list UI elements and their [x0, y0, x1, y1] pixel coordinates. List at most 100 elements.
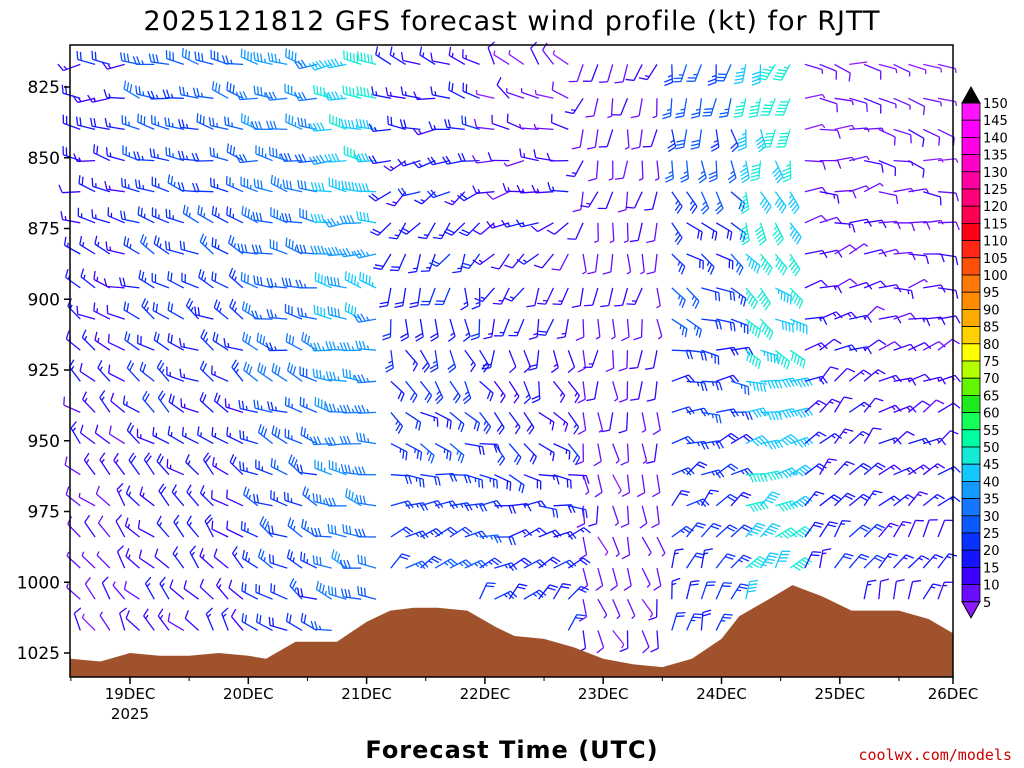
wind-barb — [62, 146, 81, 162]
wind-barb — [551, 253, 569, 271]
wind-barb — [804, 399, 827, 413]
wind-barb — [353, 313, 377, 323]
wind-barb — [878, 248, 900, 255]
wind-barb — [239, 430, 258, 445]
wind-barb — [587, 253, 599, 275]
wind-barb — [848, 524, 871, 538]
wind-barb — [165, 208, 184, 224]
wind-barb — [253, 85, 273, 99]
wind-barb — [486, 221, 510, 229]
wind-barb — [342, 368, 362, 382]
wind-barb — [414, 318, 424, 342]
colorbar-bottom-arrow — [961, 601, 981, 619]
colorbar-swatch — [961, 532, 981, 551]
wind-barb — [863, 427, 882, 444]
wind-barb — [199, 547, 214, 569]
wind-barb — [390, 474, 412, 485]
wind-barb — [309, 122, 332, 132]
wind-barb — [165, 146, 184, 162]
wind-barb — [819, 63, 838, 80]
wind-barb — [354, 404, 377, 414]
wind-barb — [157, 608, 170, 631]
wind-barb — [409, 287, 422, 309]
wind-barb — [739, 160, 750, 184]
wind-barb — [586, 381, 599, 402]
wind-barb — [473, 118, 495, 131]
wind-barb — [213, 548, 229, 569]
wind-barb — [642, 129, 658, 148]
wind-barb — [819, 97, 838, 113]
wind-barb — [224, 398, 244, 414]
wind-barb — [355, 340, 377, 351]
wind-barb — [398, 222, 421, 235]
wind-barb — [730, 411, 753, 421]
wind-barb — [479, 474, 498, 489]
wind-barb — [550, 350, 559, 374]
wind-barb — [804, 279, 828, 289]
wind-barb — [405, 474, 425, 488]
wind-barb — [94, 235, 111, 255]
wind-barb — [553, 559, 577, 569]
wind-barb — [626, 598, 636, 620]
wind-barb — [185, 297, 200, 320]
wind-barb — [267, 401, 288, 414]
wind-barb — [212, 456, 229, 476]
wind-barb — [95, 485, 111, 507]
wind-barb — [819, 494, 842, 507]
credit-link[interactable]: coolwx.com/models — [858, 746, 1012, 764]
wind-barb — [400, 318, 410, 342]
wind-barb — [608, 160, 614, 181]
wind-barb — [58, 184, 81, 194]
wind-barb — [656, 318, 663, 340]
wind-barb — [266, 309, 288, 320]
wind-barb — [819, 398, 841, 413]
wind-barb — [664, 160, 674, 183]
wind-barb — [168, 393, 185, 413]
wind-barb — [479, 412, 492, 435]
wind-barb — [700, 489, 719, 507]
wind-barb — [878, 315, 902, 324]
wind-barb — [526, 287, 540, 308]
wind-barb — [626, 253, 632, 275]
wind-barb — [508, 557, 532, 569]
wind-barb — [251, 310, 273, 320]
wind-barb — [238, 400, 258, 414]
wind-barb — [255, 459, 273, 476]
wind-barb — [701, 380, 723, 391]
wind-barb — [745, 380, 767, 393]
wind-barb — [757, 64, 776, 81]
wind-barb — [390, 411, 404, 434]
wind-barb — [221, 607, 229, 631]
wind-barb — [620, 505, 630, 528]
wind-barb — [413, 91, 436, 101]
wind-barb — [123, 80, 140, 99]
wind-barb — [240, 176, 259, 193]
wind-barb — [667, 129, 677, 153]
wind-barb — [595, 319, 601, 340]
wind-barb — [181, 427, 199, 445]
x-tick-label: 26DEC — [928, 685, 979, 703]
wind-barb — [327, 585, 347, 600]
wind-barb — [265, 120, 288, 131]
wind-barb — [621, 536, 631, 560]
wind-barb — [390, 526, 414, 538]
x-tick-label: 19DEC — [105, 685, 156, 703]
wind-barb — [239, 461, 258, 476]
wind-barb — [324, 91, 347, 101]
wind-barb — [182, 204, 199, 224]
wind-barb — [685, 580, 700, 600]
wind-barb — [760, 98, 776, 116]
wind-barb — [106, 304, 125, 320]
wind-barb — [787, 191, 800, 215]
wind-barb — [270, 174, 288, 193]
wind-barb — [103, 278, 125, 289]
wind-barb — [494, 474, 512, 491]
wind-barb — [72, 94, 96, 104]
wind-barb — [620, 443, 630, 466]
wind-barb — [354, 152, 377, 163]
wind-barb — [323, 58, 347, 69]
wind-barb — [226, 143, 244, 162]
wind-barb — [78, 492, 96, 507]
colorbar-label: 15 — [983, 561, 1000, 576]
wind-barb — [588, 160, 599, 182]
